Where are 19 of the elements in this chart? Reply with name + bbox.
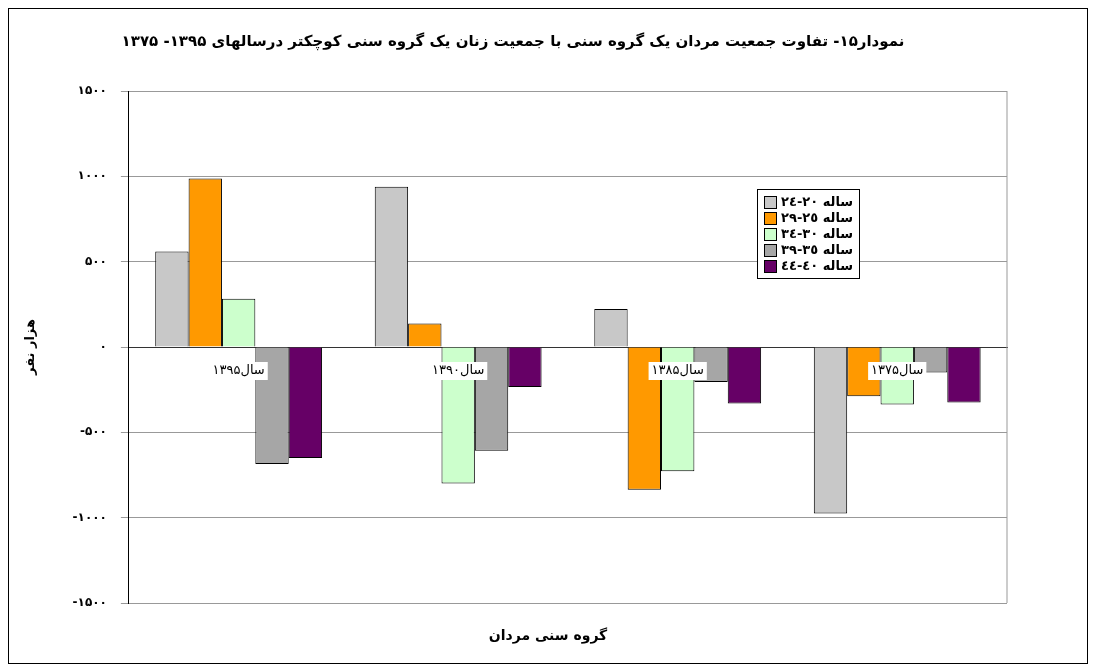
y-tick-label: -۱۰۰۰ xyxy=(72,509,107,524)
y-tick-label: ۵۰۰ xyxy=(84,253,107,268)
y-tick-label: ۱۵۰۰ xyxy=(77,83,107,98)
legend-label: ساله ٣٥-٣٩ xyxy=(781,242,854,258)
legend-label: ساله ٢٠-٢٤ xyxy=(781,194,854,210)
legend-label: ساله ٢٥-٢٩ xyxy=(781,210,854,226)
y-axis-title: هزار نفر xyxy=(22,319,38,376)
y-tick-label: ۰ xyxy=(99,339,107,354)
legend-label: ساله ٣٠-٣٤ xyxy=(781,226,854,242)
y-tick-label: -۱۵۰۰ xyxy=(72,595,107,610)
legend-label: ساله ٤٠-٤٤ xyxy=(781,258,854,274)
x-axis-title: گروه سنی مردان xyxy=(487,627,609,643)
y-tick-label: -۵۰۰ xyxy=(79,424,107,439)
x-tick-label: سال۱۳۸۵ xyxy=(651,362,704,378)
x-tick-label: سال۱۳۹۰ xyxy=(432,362,485,378)
x-tick-label: سال۱۳۷۵ xyxy=(871,362,924,378)
chart-title: نمودار۱۵- تفاوت جمعیت مردان یک گروه سنی با جمعیت زنان یک گروه سنی کوچکتر درسالهای ۱۳۹۵- ۱۳۷۵ xyxy=(121,31,905,51)
y-tick-label: ۱۰۰۰ xyxy=(77,168,107,183)
x-tick-label: سال۱۳۹۵ xyxy=(212,362,265,378)
